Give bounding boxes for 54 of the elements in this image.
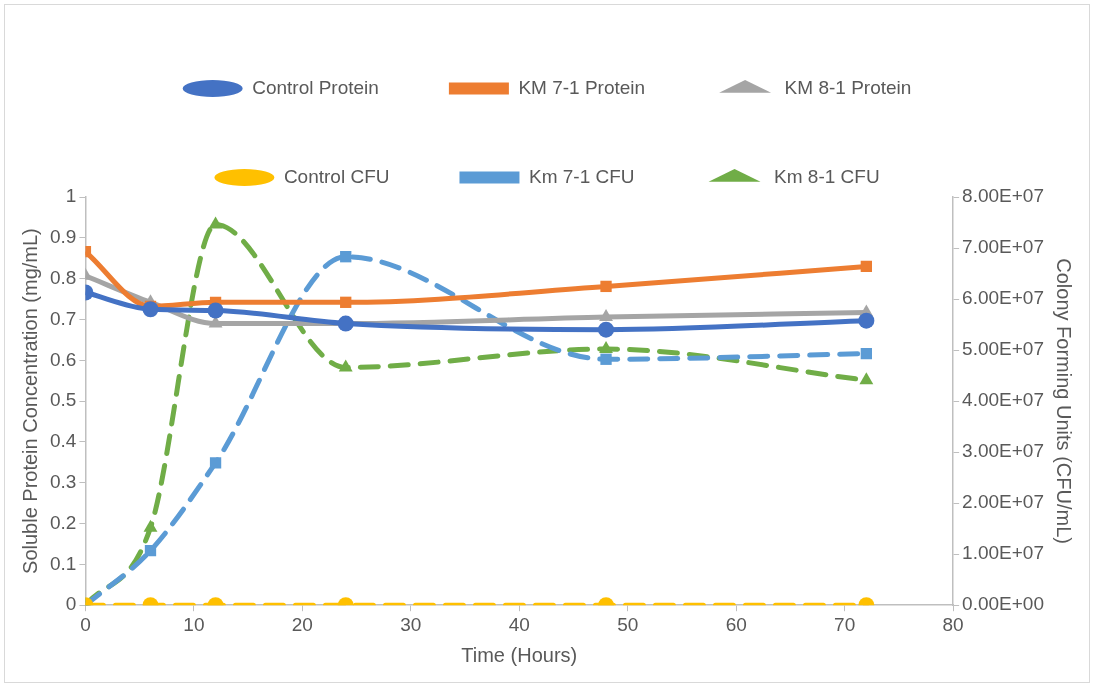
point — [860, 347, 872, 360]
y-tick-label: 0.3 — [49, 470, 77, 492]
y2-tick-label: 1.00E+07 — [962, 542, 1045, 564]
y2-tick-label: 3.00E+07 — [962, 440, 1045, 462]
x-tick-label: 10 — [183, 613, 205, 635]
x-tick-label: 50 — [617, 613, 639, 635]
legend-label: Km 8-1 CFU — [774, 165, 880, 187]
legend-label: Km 7-1 CFU — [528, 165, 635, 187]
point — [340, 251, 352, 263]
point — [337, 315, 354, 332]
y2-tick-label: 4.00E+07 — [962, 389, 1045, 411]
x-tick-label: 0 — [80, 613, 91, 635]
y-tick-label: 0.8 — [49, 266, 77, 288]
x-tick-label: 80 — [942, 613, 964, 635]
point — [859, 372, 874, 385]
y2-tick-label: 8.00E+07 — [962, 185, 1045, 207]
y2-tick-label: 6.00E+07 — [962, 287, 1045, 309]
y2-tick-label: 2.00E+07 — [962, 491, 1045, 513]
point — [860, 260, 872, 273]
point — [858, 312, 875, 329]
y2-axis-title: Colony Forming Units (CFU/mL) — [1053, 258, 1076, 544]
point — [599, 309, 613, 322]
x-tick-label: 40 — [508, 613, 530, 635]
x-tick-label: 70 — [834, 613, 856, 635]
x-tick-label: 20 — [291, 613, 313, 635]
y-tick-label: 0 — [65, 593, 77, 615]
y-tick-label: 1 — [65, 185, 77, 207]
point — [599, 341, 613, 354]
y-tick-label: 0.1 — [49, 552, 77, 574]
point — [598, 321, 615, 338]
y-tick-label: 0.2 — [49, 511, 77, 533]
point — [338, 359, 353, 372]
point — [143, 519, 158, 532]
x-tick-label: 60 — [725, 613, 747, 635]
point — [600, 280, 612, 293]
y-tick-label: 0.5 — [49, 389, 77, 411]
x-tick-label: 30 — [400, 613, 422, 635]
point — [340, 296, 352, 308]
y-tick-label: 0.6 — [49, 348, 77, 370]
y-tick-label: 0.7 — [49, 307, 77, 329]
x-axis-title: Time (Hours) — [461, 643, 578, 666]
y2-tick-label: 0.00E+00 — [962, 593, 1045, 615]
legend-label: Control Protein — [252, 76, 379, 98]
point — [142, 301, 159, 318]
y-tick-label: 0.4 — [49, 430, 77, 452]
point — [600, 353, 612, 365]
y-axis-title: Soluble Protein Concentration (mg/mL) — [18, 228, 41, 574]
legend-label: KM 7-1 Protein — [518, 76, 646, 98]
y2-tick-label: 5.00E+07 — [962, 338, 1045, 360]
legend-label: KM 8-1 Protein — [784, 76, 912, 98]
point — [207, 302, 224, 319]
y-tick-label: 0.9 — [49, 226, 77, 248]
legend-label: Control CFU — [283, 165, 390, 187]
y2-tick-label: 7.00E+07 — [962, 236, 1045, 258]
